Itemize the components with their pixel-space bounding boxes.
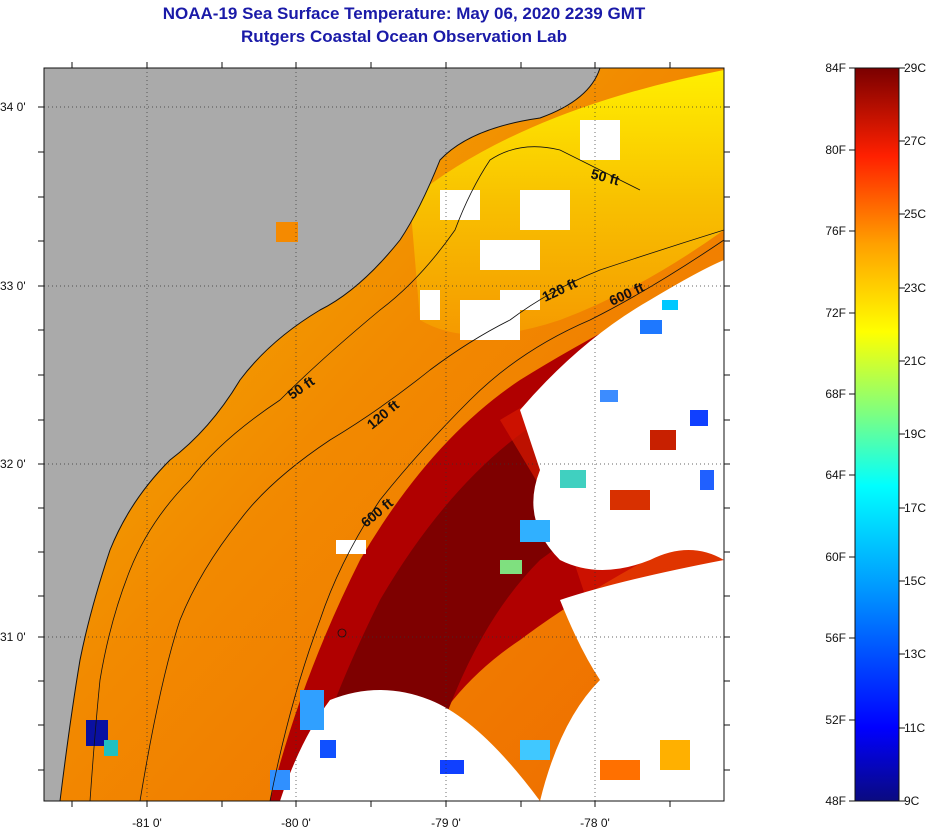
lat-label-34: 34 0' bbox=[0, 100, 26, 114]
lat-label-32: 32 0' bbox=[0, 457, 26, 471]
contour-50ft bbox=[89, 146, 641, 801]
inland-lake-warm bbox=[276, 222, 298, 242]
lat-label-33: 33 0' bbox=[0, 279, 26, 293]
graticule bbox=[44, 68, 724, 801]
lat-label-31: 31 0' bbox=[0, 630, 26, 644]
contour-label-50ft-north: 50 ft bbox=[589, 165, 621, 188]
contour-600ft bbox=[269, 239, 724, 801]
lon-label-81: -81 0' bbox=[132, 816, 162, 830]
cloud-cover-east bbox=[520, 260, 724, 570]
land-area bbox=[44, 68, 600, 801]
lon-label-78: -78 0' bbox=[580, 816, 610, 830]
coastline bbox=[59, 68, 601, 801]
map-title: NOAA-19 Sea Surface Temperature: May 06,… bbox=[162, 4, 646, 23]
map-subtitle: Rutgers Coastal Ocean Observation Lab bbox=[241, 27, 567, 46]
cloud-cover-south bbox=[280, 690, 540, 801]
cool-pixel-patches bbox=[86, 300, 714, 790]
axis-ticks bbox=[38, 62, 730, 807]
contour-120ft bbox=[139, 229, 724, 801]
map-frame bbox=[43, 67, 725, 802]
lon-label-80: -80 0' bbox=[281, 816, 311, 830]
buoy-marker bbox=[337, 628, 347, 638]
lon-label-79: -79 0' bbox=[431, 816, 461, 830]
